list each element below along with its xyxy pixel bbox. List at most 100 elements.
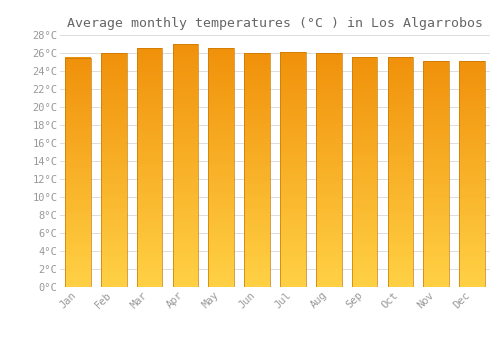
- Bar: [352, 108, 378, 111]
- Bar: [280, 117, 306, 120]
- Bar: [244, 132, 270, 135]
- Bar: [424, 166, 449, 168]
- Bar: [172, 278, 199, 281]
- Bar: [172, 244, 199, 247]
- Bar: [208, 266, 234, 269]
- Bar: [316, 71, 342, 74]
- Bar: [424, 259, 449, 261]
- Bar: [388, 244, 413, 247]
- Bar: [352, 281, 378, 284]
- Bar: [388, 132, 413, 134]
- Bar: [459, 186, 485, 188]
- Bar: [388, 284, 413, 287]
- Bar: [316, 170, 342, 173]
- Bar: [208, 212, 234, 215]
- Bar: [280, 52, 306, 287]
- Bar: [280, 228, 306, 231]
- Bar: [208, 60, 234, 63]
- Bar: [101, 117, 126, 120]
- Bar: [208, 90, 234, 92]
- Bar: [101, 211, 126, 214]
- Bar: [208, 215, 234, 218]
- Bar: [136, 75, 162, 77]
- Bar: [459, 95, 485, 98]
- Bar: [101, 155, 126, 158]
- Bar: [459, 171, 485, 174]
- Bar: [280, 246, 306, 249]
- Bar: [244, 190, 270, 194]
- Bar: [352, 241, 378, 244]
- Bar: [316, 243, 342, 246]
- Bar: [244, 94, 270, 97]
- Bar: [101, 176, 126, 179]
- Bar: [388, 65, 413, 68]
- Bar: [316, 144, 342, 147]
- Bar: [280, 205, 306, 208]
- Bar: [136, 224, 162, 227]
- Bar: [136, 233, 162, 236]
- Bar: [459, 188, 485, 191]
- Bar: [424, 228, 449, 231]
- Bar: [316, 270, 342, 272]
- Bar: [172, 150, 199, 153]
- Bar: [244, 155, 270, 158]
- Bar: [316, 284, 342, 287]
- Bar: [172, 175, 199, 178]
- Bar: [459, 104, 485, 106]
- Bar: [316, 123, 342, 126]
- Bar: [172, 208, 199, 211]
- Bar: [101, 65, 126, 68]
- Bar: [136, 278, 162, 281]
- Bar: [101, 196, 126, 199]
- Bar: [244, 284, 270, 287]
- Bar: [316, 240, 342, 243]
- Bar: [65, 210, 91, 212]
- Bar: [316, 91, 342, 94]
- Bar: [208, 128, 234, 131]
- Bar: [244, 153, 270, 155]
- Bar: [101, 205, 126, 208]
- Bar: [352, 252, 378, 255]
- Bar: [244, 237, 270, 240]
- Bar: [459, 160, 485, 163]
- Bar: [136, 63, 162, 65]
- Bar: [388, 247, 413, 250]
- Bar: [280, 140, 306, 143]
- Bar: [352, 250, 378, 252]
- Bar: [280, 264, 306, 266]
- Bar: [208, 233, 234, 236]
- Bar: [388, 108, 413, 111]
- Bar: [172, 90, 199, 93]
- Bar: [244, 252, 270, 255]
- Bar: [101, 173, 126, 176]
- Bar: [424, 72, 449, 75]
- Bar: [172, 80, 199, 84]
- Bar: [316, 135, 342, 138]
- Bar: [101, 149, 126, 153]
- Bar: [280, 128, 306, 131]
- Bar: [352, 71, 378, 74]
- Bar: [424, 182, 449, 186]
- Bar: [101, 94, 126, 97]
- Bar: [459, 61, 485, 64]
- Bar: [208, 125, 234, 128]
- Bar: [280, 219, 306, 222]
- Bar: [172, 56, 199, 59]
- Bar: [101, 164, 126, 167]
- Bar: [244, 246, 270, 249]
- Bar: [65, 57, 91, 287]
- Bar: [208, 194, 234, 197]
- Bar: [352, 85, 378, 88]
- Bar: [172, 47, 199, 50]
- Bar: [459, 61, 485, 287]
- Bar: [136, 179, 162, 182]
- Bar: [352, 106, 378, 108]
- Bar: [280, 88, 306, 90]
- Bar: [172, 50, 199, 53]
- Bar: [352, 94, 378, 97]
- Bar: [352, 238, 378, 241]
- Bar: [352, 60, 378, 62]
- Bar: [352, 198, 378, 201]
- Bar: [65, 100, 91, 103]
- Bar: [136, 281, 162, 284]
